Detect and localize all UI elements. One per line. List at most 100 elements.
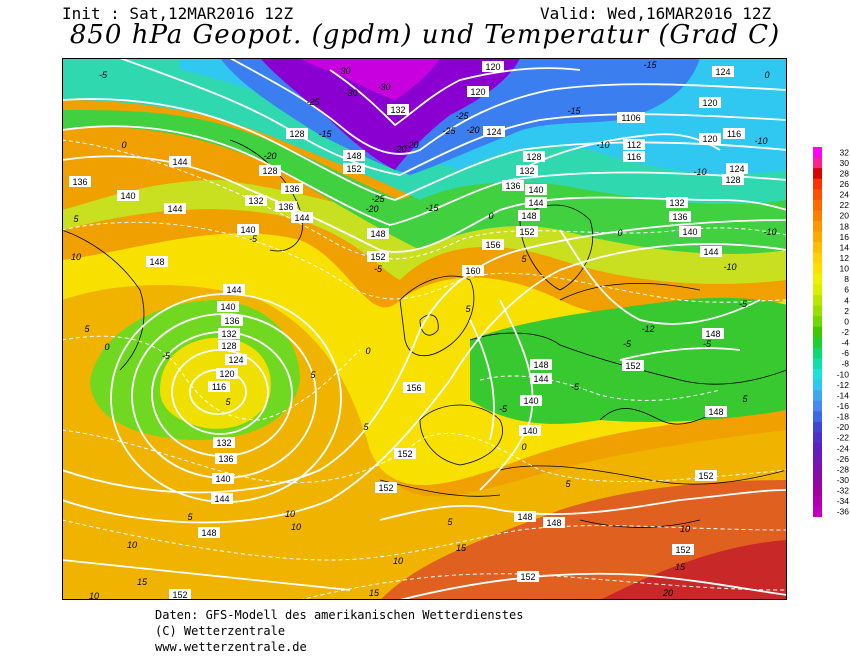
geopotential-label: 152 xyxy=(695,470,717,481)
svg-text:5: 5 xyxy=(73,214,79,224)
svg-text:132: 132 xyxy=(216,438,231,448)
svg-text:152: 152 xyxy=(378,483,393,493)
scale-value: -22 xyxy=(837,433,850,443)
geopotential-label: 144 xyxy=(291,212,313,223)
geopotential-label: 140 xyxy=(520,395,542,406)
temperature-label: 0 xyxy=(521,442,526,452)
scale-swatch xyxy=(813,400,822,412)
svg-text:160: 160 xyxy=(465,266,480,276)
temperature-label: -25 xyxy=(455,111,469,121)
svg-text:132: 132 xyxy=(248,196,263,206)
temperature-label: 10 xyxy=(393,556,403,566)
geopotential-label: 1106 xyxy=(617,112,645,123)
geopotential-label: 136 xyxy=(281,183,303,194)
scale-value: 20 xyxy=(840,211,850,221)
geopotential-label: 124 xyxy=(712,66,734,77)
geopotential-label: 128 xyxy=(218,340,240,351)
svg-text:148: 148 xyxy=(521,211,536,221)
svg-text:148: 148 xyxy=(346,151,361,161)
footer-copyright: (C) Wetterzentrale xyxy=(155,624,286,638)
temperature-label: 10 xyxy=(71,252,81,262)
geopotential-label: 144 xyxy=(164,203,186,214)
svg-text:152: 152 xyxy=(625,361,640,371)
svg-text:116: 116 xyxy=(212,382,226,392)
svg-text:156: 156 xyxy=(485,240,500,250)
temperature-label: 0 xyxy=(488,211,493,221)
svg-text:5: 5 xyxy=(225,397,231,407)
geopotential-label: 140 xyxy=(237,224,259,235)
geopotential-label: 124 xyxy=(726,163,748,174)
svg-text:152: 152 xyxy=(172,590,187,600)
temperature-label: -30 xyxy=(377,82,390,92)
svg-text:152: 152 xyxy=(698,471,713,481)
svg-text:144: 144 xyxy=(172,157,187,167)
temperature-label: -5 xyxy=(571,382,580,392)
svg-text:140: 140 xyxy=(528,185,543,195)
temperature-label: 5 xyxy=(521,254,527,264)
svg-text:128: 128 xyxy=(262,166,277,176)
color-scale-legend: 32302826242220181614121086420-2-4-6-8-10… xyxy=(813,147,850,517)
temperature-label: -5 xyxy=(499,404,508,414)
svg-text:120: 120 xyxy=(702,98,717,108)
temperature-label: 15 xyxy=(456,543,467,553)
scale-swatch xyxy=(813,485,822,497)
map-frame xyxy=(62,58,787,600)
scale-swatch xyxy=(813,231,822,243)
scale-value: -6 xyxy=(841,348,849,358)
svg-text:0: 0 xyxy=(764,70,769,80)
chart-title: 850 hPa Geopot. (gpdm) und Temperatur (G… xyxy=(69,20,781,50)
temp-zone-magenta xyxy=(300,58,440,100)
geopotential-label: 120 xyxy=(216,368,238,379)
geopotential-label: 152 xyxy=(517,571,539,582)
temperature-label: -20 xyxy=(365,204,378,214)
svg-text:5: 5 xyxy=(742,394,748,404)
geopotential-label: 152 xyxy=(672,544,694,555)
temperature-label: 5 xyxy=(447,517,453,527)
svg-text:-5: -5 xyxy=(374,264,383,274)
geopotential-label: 132 xyxy=(218,328,240,339)
geopotential-label: 136 xyxy=(69,176,91,187)
scale-value: -18 xyxy=(837,412,850,422)
temperature-label: 5 xyxy=(363,422,369,432)
scale-swatch xyxy=(813,326,822,338)
svg-text:148: 148 xyxy=(533,360,548,370)
geopotential-label: 128 xyxy=(722,174,744,185)
svg-text:-30: -30 xyxy=(337,66,350,76)
svg-text:10: 10 xyxy=(71,252,81,262)
svg-text:-30: -30 xyxy=(377,82,390,92)
geopotential-label: 120 xyxy=(699,97,721,108)
svg-text:140: 140 xyxy=(523,396,538,406)
scale-value: 12 xyxy=(840,253,850,263)
svg-text:-10: -10 xyxy=(763,227,776,237)
svg-text:152: 152 xyxy=(397,449,412,459)
geopotential-label: 156 xyxy=(403,382,425,393)
geopotential-label: 140 xyxy=(525,184,547,195)
svg-text:-15: -15 xyxy=(643,60,657,70)
svg-text:144: 144 xyxy=(226,285,241,295)
scale-swatch xyxy=(813,495,822,507)
geopotential-label: 148 xyxy=(530,359,552,370)
svg-text:5: 5 xyxy=(521,254,527,264)
temperature-label: 5 xyxy=(465,304,471,314)
svg-text:144: 144 xyxy=(294,213,309,223)
svg-text:144: 144 xyxy=(533,374,548,384)
scale-value: 28 xyxy=(840,168,850,178)
svg-text:116: 116 xyxy=(727,129,741,139)
svg-text:132: 132 xyxy=(390,105,405,115)
svg-text:-15: -15 xyxy=(318,129,332,139)
svg-text:148: 148 xyxy=(517,512,532,522)
svg-text:5: 5 xyxy=(310,370,316,380)
svg-text:120: 120 xyxy=(219,369,234,379)
scale-value: -36 xyxy=(837,507,850,517)
svg-text:124: 124 xyxy=(228,355,243,365)
geopotential-label: 132 xyxy=(213,437,235,448)
scale-value: 2 xyxy=(844,306,849,316)
svg-text:-25: -25 xyxy=(371,194,385,204)
temperature-label: -5 xyxy=(374,264,383,274)
scale-swatch xyxy=(813,464,822,476)
temperature-label: 5 xyxy=(565,479,571,489)
temperature-label: -10 xyxy=(723,262,736,272)
svg-text:-20: -20 xyxy=(393,144,406,154)
scale-swatch xyxy=(813,284,822,296)
